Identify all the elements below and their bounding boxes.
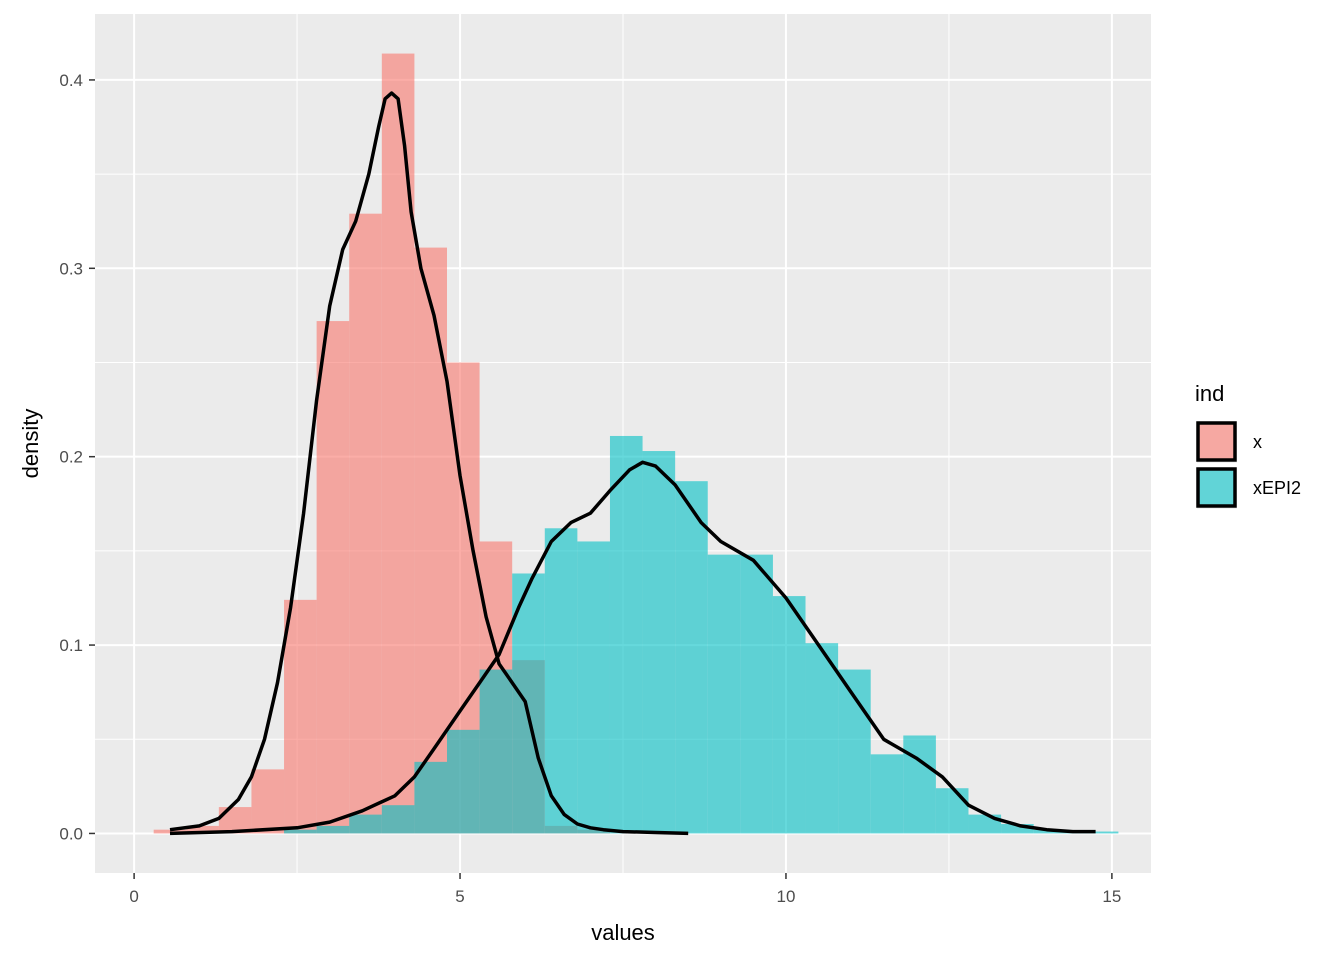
series-bars-xEPI2 [284, 435, 1119, 834]
x-axis: 0 5 10 15 [129, 873, 1121, 906]
legend-title: ind [1195, 381, 1224, 406]
density-curve-x [169, 91, 689, 836]
legend-label-xEPI2: xEPI2 [1253, 478, 1301, 498]
histogram-bar [414, 761, 447, 834]
histogram-bar [381, 53, 415, 834]
histogram-bar [740, 554, 773, 834]
histogram-bar [186, 825, 219, 834]
legend-label-x: x [1253, 432, 1262, 452]
histogram-bar [479, 669, 513, 834]
histogram-bar [414, 247, 447, 834]
histogram-bar [577, 541, 610, 834]
histogram-bar [609, 435, 643, 834]
y-tick-label: 0.0 [59, 824, 83, 843]
histogram-bar [675, 481, 708, 834]
y-tick-label: 0.2 [59, 448, 83, 467]
histogram-bar [642, 451, 676, 834]
y-axis: 0.0 0.1 0.2 0.3 0.4 [59, 71, 95, 843]
histogram-bar [903, 735, 936, 834]
histogram-bars [153, 53, 1119, 834]
y-tick-label: 0.3 [59, 259, 83, 278]
density-curves [169, 91, 1096, 836]
histogram-bar [707, 554, 741, 834]
histogram-bar [1001, 824, 1034, 834]
x-tick-label: 5 [455, 887, 464, 906]
y-axis-title: density [18, 409, 43, 479]
density-curve-xEPI2 [169, 460, 1096, 836]
histogram-bar [772, 596, 806, 834]
histogram-bar [381, 805, 415, 834]
y-tick-label: 0.4 [59, 71, 83, 90]
legend-entries: x xEPI2 [1196, 421, 1301, 509]
histogram-bar [447, 729, 480, 834]
histogram-bar [251, 769, 285, 834]
legend-swatch-x [1196, 421, 1237, 462]
histogram-bar [284, 599, 317, 834]
histogram-bar [316, 825, 350, 834]
histogram-bar [349, 814, 382, 834]
histogram-bar [1098, 831, 1119, 834]
histogram-bar [284, 829, 317, 834]
histogram-bar [316, 321, 350, 834]
x-axis-title: values [591, 920, 655, 945]
legend-swatch-xEPI2 [1196, 467, 1237, 508]
histogram-bar [805, 643, 839, 834]
y-tick-label: 0.1 [59, 636, 83, 655]
legend: ind x xEPI2 [1195, 381, 1301, 509]
x-tick-label: 15 [1102, 887, 1121, 906]
x-tick-label: 10 [777, 887, 796, 906]
histogram-bar [349, 213, 382, 834]
histogram-bar [544, 528, 578, 834]
histogram-bar [153, 829, 187, 834]
histogram-bar [512, 573, 545, 834]
histogram-bar [870, 754, 904, 834]
x-tick-label: 0 [129, 887, 138, 906]
histogram-bar [935, 788, 969, 834]
